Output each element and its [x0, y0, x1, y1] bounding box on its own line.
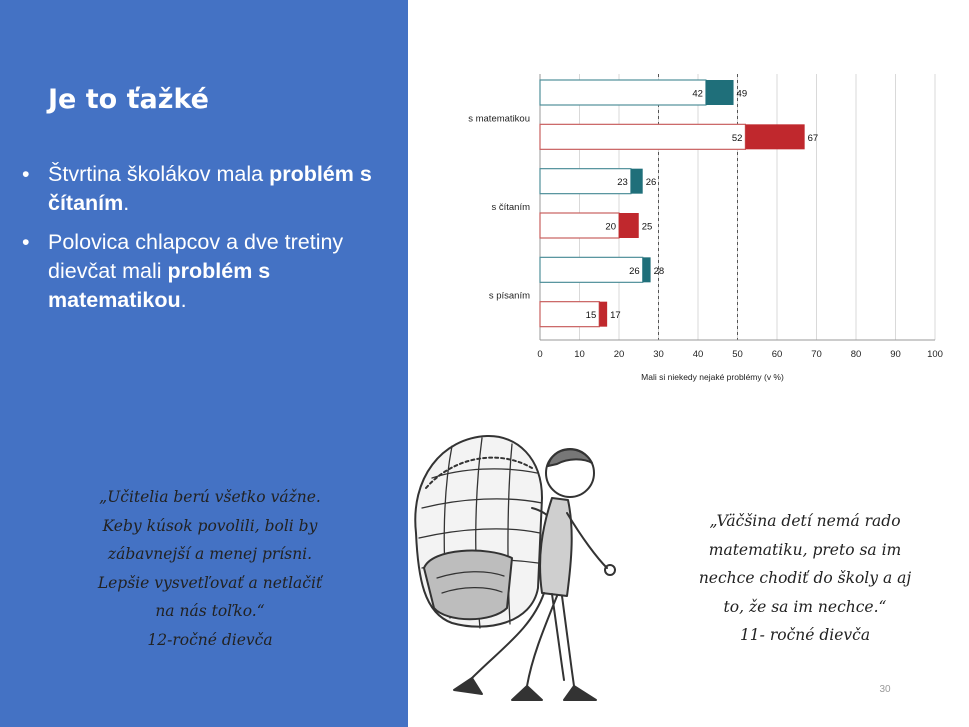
- x-tick-label: 20: [614, 349, 625, 360]
- x-tick-label: 0: [537, 349, 542, 360]
- category-label: s matematikou: [468, 113, 530, 124]
- x-tick-label: 40: [693, 349, 704, 360]
- bar-base-chlapci: [539, 256, 644, 283]
- bullet-tail: .: [123, 191, 130, 215]
- data-label-total: 49: [737, 89, 748, 100]
- page-number: 30: [879, 684, 891, 695]
- quote-line: na nás toľko.“: [155, 602, 265, 620]
- x-tick-label: 10: [574, 349, 585, 360]
- x-tick-label: 30: [653, 349, 664, 360]
- x-tick-label: 100: [927, 349, 943, 360]
- bar-increment-chlapci: [705, 80, 734, 105]
- bar-base-chlapci: [539, 168, 632, 195]
- quote-line: to, že sa im nechce.“: [723, 597, 887, 616]
- data-label-total: 25: [642, 222, 653, 233]
- bar-increment-chlapci: [642, 257, 651, 283]
- bar-increment-dievčatá: [599, 301, 608, 327]
- data-label-total: 28: [654, 266, 665, 277]
- bullet-text: Polovica chlapcov a dve tretiny dievčat …: [48, 230, 344, 283]
- quote-author: 12-ročné dievča: [147, 630, 273, 649]
- bar-increment-dievčatá: [619, 213, 639, 238]
- x-axis-title: Mali si niekedy nejaké problémy (v %): [641, 372, 784, 382]
- quote-right: „Väčšina detí nemá rado matematiku, pret…: [655, 507, 955, 650]
- quote-line: nechce chodiť do školy a aj: [698, 569, 912, 587]
- quote-line: Keby kúsok povolili, boli by: [102, 516, 318, 535]
- bullet-text: Štvrtina školákov mala: [48, 162, 270, 186]
- x-tick-label: 60: [772, 349, 783, 360]
- bullet-item: • Štvrtina školákov mala problém s čítan…: [22, 160, 394, 218]
- data-label-base: 52: [732, 133, 743, 144]
- quote-line: Lepšie vysvetľovať a netlačiť: [97, 573, 323, 592]
- bar-increment-dievčatá: [745, 124, 805, 150]
- x-tick-label: 50: [732, 349, 743, 360]
- bar-base-chlapci: [539, 79, 707, 106]
- bar-base-dievčatá: [539, 212, 620, 239]
- bar-increment-chlapci: [630, 168, 643, 194]
- bullet-bold: problém s matematikou: [48, 259, 271, 312]
- bullet-item: • Polovica chlapcov a dve tretiny dievča…: [22, 228, 394, 315]
- bar-chart: 0 10 20 30 40 50 60 70 80 90 100 Mali si niekedy ne…: [468, 74, 943, 382]
- bullet-bold: problém s čítaním: [48, 162, 372, 215]
- data-label-base: 42: [692, 89, 703, 100]
- slide-title: Je to ťažké: [48, 84, 209, 115]
- data-label-total: 17: [610, 310, 621, 321]
- x-tick-label: 70: [811, 349, 822, 360]
- quote-line: matematiku, preto sa im: [708, 540, 902, 559]
- bullet-dot-icon: •: [22, 162, 30, 186]
- data-label-base: 23: [617, 177, 628, 188]
- child-with-backpack-icon: [414, 434, 616, 701]
- quote-line: „Učitelia berú všetko vážne.: [99, 488, 321, 506]
- category-label: s čítaním: [491, 202, 530, 213]
- bullet-list: • Štvrtina školákov mala problém s čítan…: [22, 160, 394, 325]
- quote-left: „Učitelia berú všetko vážne. Keby kúsok …: [60, 483, 360, 654]
- bullet-dot-icon: •: [22, 230, 30, 254]
- data-label-base: 15: [586, 310, 597, 321]
- data-label-base: 26: [629, 266, 640, 277]
- category-label: s písaním: [489, 291, 530, 302]
- quote-line: „Väčšina detí nemá rado: [709, 512, 901, 530]
- bullet-tail: .: [180, 288, 187, 312]
- data-label-total: 26: [646, 177, 657, 188]
- data-label-total: 67: [808, 133, 819, 144]
- bar-base-dievčatá: [539, 123, 746, 150]
- x-tick-label: 90: [890, 349, 901, 360]
- x-tick-label: 80: [851, 349, 862, 360]
- left-panel: [0, 0, 408, 727]
- data-label-base: 20: [605, 222, 616, 233]
- quote-author: 11- ročné dievča: [739, 626, 871, 644]
- quote-line: zábavnejší a menej prísni.: [107, 545, 313, 563]
